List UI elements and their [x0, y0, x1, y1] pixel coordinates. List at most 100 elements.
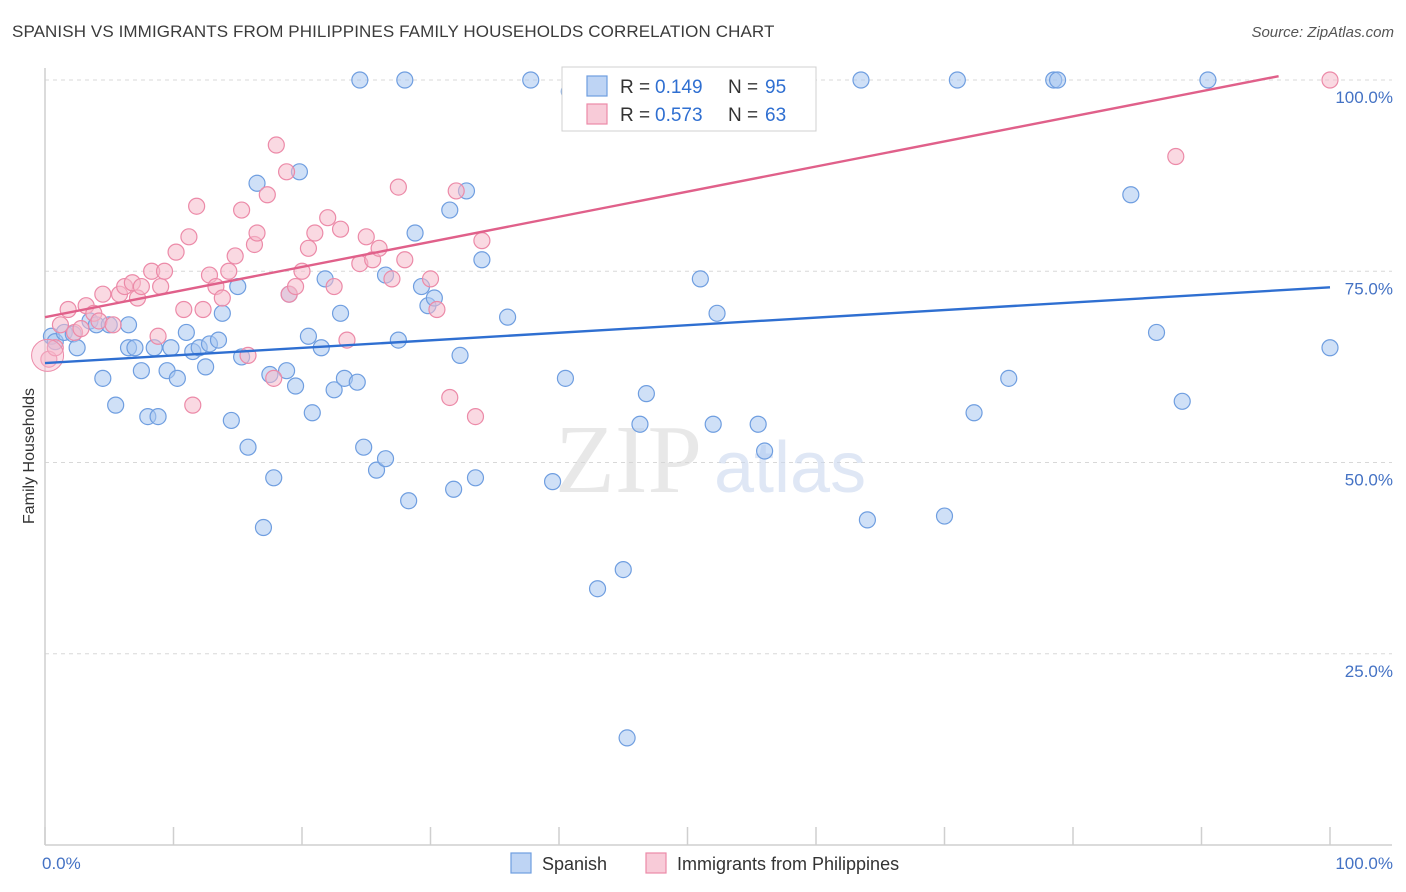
philippines-point — [31, 338, 65, 372]
legend-n-value-spanish: 95 — [765, 77, 786, 98]
bottom-legend-swatch-philippines — [645, 852, 667, 874]
philippines-point — [213, 289, 231, 307]
spanish-point — [348, 373, 366, 391]
spanish-point — [1048, 71, 1067, 89]
spanish-point — [149, 408, 167, 426]
spanish-point — [588, 580, 607, 598]
x-tick-label: 0.0% — [42, 854, 81, 873]
spanish-point — [948, 71, 966, 89]
spanish-point — [355, 438, 373, 456]
bottom-legend-label-spanish: Spanish — [542, 854, 607, 874]
spanish-point — [1321, 339, 1339, 357]
spanish-point — [331, 304, 350, 322]
spanish-point — [325, 381, 343, 399]
x-tick-label: 100.0% — [1335, 854, 1393, 873]
philippines-point — [306, 224, 324, 242]
spanish-point — [749, 415, 767, 433]
philippines-point — [51, 316, 70, 334]
spanish-point — [389, 331, 407, 349]
philippines-point — [184, 396, 202, 414]
spanish-point — [286, 377, 305, 395]
legend-n-value-philippines: 63 — [765, 105, 786, 126]
spanish-point — [451, 346, 469, 364]
spanish-point — [303, 404, 321, 422]
spanish-point — [1199, 71, 1217, 89]
spanish-point — [400, 492, 418, 510]
spanish-point — [126, 339, 144, 357]
spanish-point — [965, 404, 983, 422]
spanish-point — [265, 469, 283, 487]
watermark-atlas: atlas — [714, 428, 866, 508]
spanish-point — [239, 438, 257, 456]
spanish-point — [197, 358, 215, 376]
spanish-point — [522, 71, 540, 89]
spanish-point — [445, 480, 463, 498]
philippines-point — [149, 327, 167, 345]
spanish-point — [704, 415, 722, 433]
philippines-point — [357, 228, 375, 246]
watermark: ZIP atlas — [555, 406, 866, 514]
y-axis-labels: 25.0% 50.0% 75.0% 100.0% — [1335, 88, 1393, 681]
spanish-point — [132, 362, 150, 380]
bottom-legend-label-philippines: Immigrants from Philippines — [677, 854, 899, 874]
spanish-point — [556, 369, 575, 387]
bottom-legend-swatch-spanish — [510, 852, 532, 874]
philippines-point — [233, 201, 251, 219]
spanish-point — [755, 442, 774, 460]
grid-lines — [45, 79, 1392, 655]
legend-box: R = 0.149 N = 95 R = 0.573 N = 63 — [561, 66, 817, 132]
legend-swatch-spanish — [586, 75, 608, 97]
chart-title: SPANISH VS IMMIGRANTS FROM PHILIPPINES F… — [12, 22, 775, 41]
spanish-point — [177, 323, 195, 342]
legend-swatch-philippines — [586, 103, 608, 125]
philippines-point — [194, 300, 212, 319]
spanish-point — [367, 461, 386, 479]
legend-r-label: R = — [620, 77, 650, 98]
x-axis-labels: 0.0% 100.0% — [42, 854, 1393, 873]
spanish-point — [254, 518, 273, 537]
spanish-point — [1000, 369, 1018, 387]
spanish-point — [107, 396, 125, 414]
y-tick-label: 75.0% — [1345, 279, 1393, 298]
philippines-point — [175, 300, 193, 319]
spanish-point — [466, 469, 485, 487]
legend-n-label: N = — [728, 105, 758, 126]
philippines-point — [104, 316, 122, 334]
trend-lines — [44, 74, 1331, 365]
spanish-point — [119, 316, 138, 334]
philippines-point — [299, 239, 318, 257]
trend-line-philippines — [44, 74, 1279, 319]
spanish-point — [406, 224, 424, 242]
spanish-point — [637, 385, 655, 403]
philippines-point — [428, 300, 446, 319]
philippines-point — [396, 251, 414, 269]
philippines-point — [466, 408, 485, 426]
philippines-point — [248, 224, 266, 242]
philippines-point — [473, 232, 491, 250]
spanish-point — [222, 411, 240, 430]
philippines-point — [331, 220, 350, 238]
spanish-point — [376, 450, 395, 468]
philippines-point — [59, 300, 77, 319]
philippines-point — [325, 277, 343, 296]
philippines-point — [277, 163, 296, 181]
philippines-point — [447, 182, 465, 200]
spanish-point — [213, 304, 231, 322]
legend-r-label: R = — [620, 105, 650, 126]
spanish-point — [277, 362, 296, 380]
legend-r-value-philippines: 0.573 — [655, 105, 703, 126]
y-tick-label: 25.0% — [1345, 662, 1393, 681]
spanish-point — [858, 511, 877, 529]
philippines-point — [1321, 71, 1339, 89]
philippines-point — [1167, 147, 1185, 166]
legend-r-value-spanish: 0.149 — [655, 77, 703, 98]
y-axis-title: Family Households — [21, 388, 38, 524]
bottom-legend: Spanish Immigrants from Philippines — [510, 852, 899, 874]
philippines-point — [226, 247, 244, 265]
spanish-point — [299, 327, 318, 345]
spanish-point — [852, 71, 870, 89]
spanish-point — [935, 507, 954, 525]
axes — [44, 68, 1392, 846]
philippines-point — [152, 277, 170, 296]
philippines-point — [267, 136, 285, 154]
